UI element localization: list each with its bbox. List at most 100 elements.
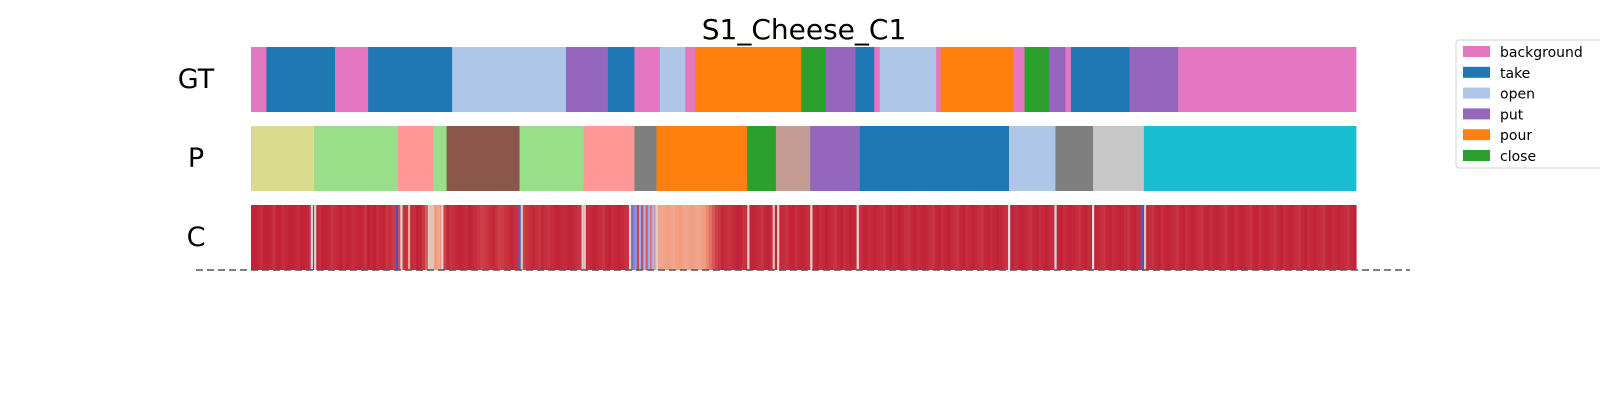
confidence-cell xyxy=(840,205,844,270)
confidence-notch xyxy=(629,205,632,270)
confidence-cell xyxy=(1072,205,1076,270)
confidence-cell xyxy=(611,205,615,270)
confidence-cell xyxy=(727,205,731,270)
confidence-cell xyxy=(455,205,460,270)
confidence-cell xyxy=(934,205,939,270)
confidence-cell xyxy=(998,205,1003,270)
confidence-notch xyxy=(395,205,399,270)
confidence-cell xyxy=(1099,205,1104,270)
confidence-cell xyxy=(965,205,969,270)
confidence-cell xyxy=(299,205,304,270)
confidence-cell xyxy=(666,205,670,270)
confidence-cell xyxy=(562,205,567,270)
confidence-cell xyxy=(379,205,383,270)
confidence-cell xyxy=(977,205,982,270)
confidence-cell xyxy=(824,205,829,270)
confidence-cell xyxy=(708,205,713,270)
confidence-cell xyxy=(1163,205,1168,270)
confidence-cell xyxy=(937,205,942,270)
confidence-cell xyxy=(547,205,551,270)
confidence-cell xyxy=(1188,205,1192,270)
confidence-cell xyxy=(1209,205,1214,270)
confidence-cell xyxy=(916,205,921,270)
p-segment-c_salmon xyxy=(397,126,434,191)
confidence-cell xyxy=(614,205,618,270)
legend-label-pour: pour xyxy=(1500,128,1532,144)
confidence-cell xyxy=(1062,205,1067,270)
confidence-cell xyxy=(843,205,847,270)
confidence-cell xyxy=(672,205,676,270)
confidence-cell xyxy=(849,205,853,270)
confidence-cell xyxy=(348,205,353,270)
confidence-cell xyxy=(928,205,933,270)
confidence-cell xyxy=(858,205,863,270)
confidence-cell xyxy=(623,205,628,270)
confidence-cell xyxy=(1084,205,1088,270)
confidence-cell xyxy=(1035,205,1040,270)
confidence-cell xyxy=(388,205,393,270)
confidence-cell xyxy=(412,205,417,270)
confidence-cell xyxy=(971,205,976,270)
legend-swatch-open xyxy=(1463,87,1490,99)
confidence-cell xyxy=(1066,205,1070,270)
confidence-cell xyxy=(800,205,805,270)
confidence-cell xyxy=(568,205,573,270)
legend-swatch-close xyxy=(1463,150,1490,161)
confidence-notch xyxy=(772,205,775,270)
confidence-cell xyxy=(473,205,478,270)
confidence-cell xyxy=(1261,205,1266,270)
confidence-notch xyxy=(1054,205,1057,270)
confidence-cell xyxy=(681,205,686,270)
confidence-cell xyxy=(437,205,441,270)
confidence-cell xyxy=(873,205,878,270)
confidence-cell xyxy=(864,205,869,270)
confidence-cell xyxy=(559,205,563,270)
gt-segment-take xyxy=(607,47,635,112)
confidence-cell xyxy=(974,205,979,270)
confidence-cell xyxy=(263,205,267,270)
confidence-cell xyxy=(431,205,435,270)
confidence-cell xyxy=(1059,205,1064,270)
confidence-cell xyxy=(861,205,866,270)
confidence-cell xyxy=(1343,205,1348,270)
confidence-cell xyxy=(385,205,389,270)
gt-segment-put xyxy=(1129,47,1179,112)
confidence-cell xyxy=(922,205,927,270)
confidence-cell xyxy=(1203,205,1208,270)
confidence-cell xyxy=(907,205,911,270)
confidence-cell xyxy=(1182,205,1186,270)
confidence-cell xyxy=(1069,205,1073,270)
confidence-cell xyxy=(290,205,295,270)
confidence-cell xyxy=(357,205,362,270)
confidence-cell xyxy=(571,205,576,270)
confidence-cell xyxy=(1215,205,1220,270)
p-segment-c_cyan xyxy=(1143,126,1357,191)
confidence-cell xyxy=(513,205,518,270)
confidence-cell xyxy=(1117,205,1122,270)
legend-label-open: open xyxy=(1500,87,1535,103)
chart-title: S1_Cheese_C1 xyxy=(702,13,907,46)
confidence-cell xyxy=(608,205,612,270)
gt-segment-put xyxy=(825,47,856,112)
confidence-cell xyxy=(1273,205,1278,270)
confidence-cell xyxy=(293,205,298,270)
confidence-cell xyxy=(1166,205,1171,270)
confidence-cell xyxy=(330,205,335,270)
confidence-cell xyxy=(690,205,695,270)
confidence-cell xyxy=(1175,205,1180,270)
confidence-cell xyxy=(1044,205,1049,270)
p-segment-c_lightgreen xyxy=(433,126,447,191)
confidence-cell xyxy=(1240,205,1244,270)
confidence-cell xyxy=(339,205,344,270)
confidence-cell xyxy=(522,205,527,270)
confidence-cell xyxy=(312,205,316,270)
confidence-cell xyxy=(1221,205,1226,270)
confidence-cell xyxy=(1307,205,1311,270)
confidence-cell xyxy=(1224,205,1229,270)
confidence-cell xyxy=(1096,205,1101,270)
confidence-cell xyxy=(257,205,261,270)
confidence-cell xyxy=(498,205,502,270)
confidence-cell xyxy=(711,205,716,270)
gt-strip xyxy=(251,47,1357,112)
confidence-notch xyxy=(1140,205,1143,270)
